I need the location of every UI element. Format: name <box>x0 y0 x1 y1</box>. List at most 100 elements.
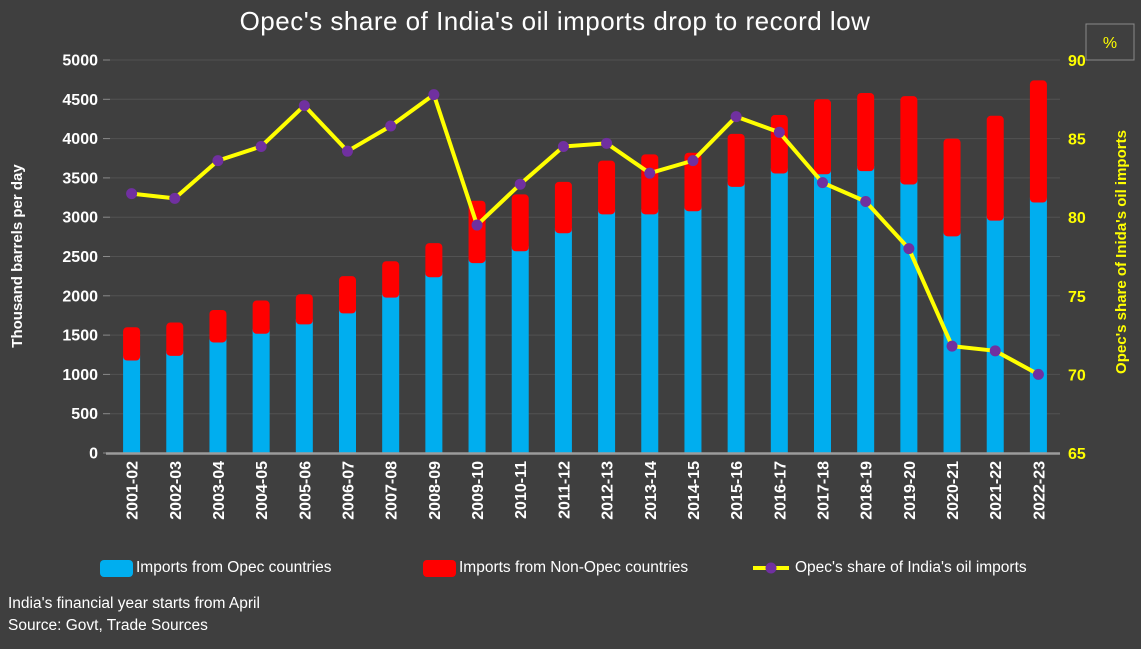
share-marker-2003-04 <box>212 155 224 167</box>
bar-nonopec-2001-02 <box>123 327 141 361</box>
bar-opec-2001-02 <box>123 355 141 453</box>
bar-opec-2012-13 <box>598 209 616 453</box>
legend-item-share: Opec's share of India's oil imports <box>750 556 1027 580</box>
bar-opec-2019-20 <box>900 179 918 454</box>
bar-opec-2011-12 <box>554 228 572 453</box>
bar-nonopec-2014-15 <box>684 152 702 212</box>
bar-nonopec-2011-12 <box>554 181 572 234</box>
x-label-2020-21: 2020-21 <box>945 461 962 520</box>
x-axis-labels: 2001-02 2002-03 2003-04 2004-05 2005-06 2006-… <box>125 461 1049 520</box>
y-left-tick-label-3500: 3500 <box>62 170 98 187</box>
share-line-series <box>126 89 1044 380</box>
bar-nonopec-2012-13 <box>598 160 616 215</box>
bar-opec-2016-17 <box>770 168 788 453</box>
x-label-2017-18: 2017-18 <box>816 461 833 520</box>
share-marker-2008-09 <box>428 89 440 101</box>
share-marker-2019-20 <box>903 243 915 255</box>
y-left-tick-label-4500: 4500 <box>62 92 98 109</box>
bar-nonopec-2013-14 <box>641 154 659 215</box>
legend: Imports from Opec countries Imports from… <box>0 556 1141 582</box>
x-label-2010-11: 2010-11 <box>513 461 530 519</box>
share-marker-2022-23 <box>1032 368 1044 380</box>
y-right-tick-label-70: 70 <box>1068 367 1086 384</box>
x-label-2021-22: 2021-22 <box>988 461 1005 520</box>
legend-label-opec: Imports from Opec countries <box>136 559 332 576</box>
y-left-tick-label-5000: 5000 <box>62 53 98 70</box>
x-label-2016-17: 2016-17 <box>772 461 789 520</box>
bar-nonopec-2007-08 <box>382 261 400 298</box>
x-label-2009-10: 2009-10 <box>470 461 487 520</box>
legend-label-nonopec: Imports from Non-Opec countries <box>459 559 689 576</box>
share-marker-2009-10 <box>471 219 483 231</box>
bar-opec-2022-23 <box>1029 197 1047 453</box>
share-line <box>129 92 1041 377</box>
x-label-2014-15: 2014-15 <box>686 461 703 520</box>
share-line-swatch-icon <box>753 562 789 574</box>
bar-nonopec-2006-07 <box>339 276 356 314</box>
bar-opec-2007-08 <box>382 292 400 453</box>
chart-title: Opec's share of India's oil imports drop… <box>239 6 871 36</box>
y-right-tick-label-80: 80 <box>1068 210 1086 227</box>
share-marker-2012-13 <box>601 137 613 149</box>
footnote-source: Source: Govt, Trade Sources <box>8 617 208 634</box>
share-marker-2006-07 <box>342 145 353 157</box>
bar-opec-2018-19 <box>857 166 875 454</box>
bar-nonopec-2005-06 <box>295 294 313 325</box>
x-label-2002-03: 2002-03 <box>168 461 185 520</box>
right-axis-title: Opec's share of Inida's oil imports <box>1113 130 1130 374</box>
share-marker-2020-21 <box>946 340 958 352</box>
bar-nonopec-2017-18 <box>814 99 831 175</box>
bar-nonopec-2022-23 <box>1029 80 1047 203</box>
y-left-tick-label-0: 0 <box>89 446 98 463</box>
x-label-2003-04: 2003-04 <box>211 461 228 520</box>
y-right-tick-label-75: 75 <box>1068 289 1086 306</box>
share-marker-2001-02 <box>126 188 138 200</box>
share-marker-2011-12 <box>557 140 569 152</box>
bar-nonopec-2010-11 <box>511 194 529 252</box>
share-marker-2004-05 <box>255 140 267 152</box>
legend-item-nonopec: Imports from Non-Opec countries <box>423 556 688 580</box>
bar-opec-2005-06 <box>295 319 313 453</box>
y-left-tick-label-500: 500 <box>71 406 98 423</box>
bar-nonopec-2004-05 <box>252 300 270 334</box>
gridlines <box>110 59 1060 415</box>
share-marker-2016-17 <box>773 126 785 138</box>
y-left-tick-label-3000: 3000 <box>62 210 98 227</box>
left-axis-tick-labels: 0 500 1000 1500 2000 2500 3000 3500 4000 4500 5000 <box>62 53 110 463</box>
bar-opec-2004-05 <box>252 328 270 453</box>
y-right-tick-label-85: 85 <box>1068 132 1086 149</box>
bar-nonopec-2019-20 <box>900 96 918 185</box>
x-label-2005-06: 2005-06 <box>297 461 314 520</box>
share-marker-2018-19 <box>860 195 872 207</box>
y-right-tick-label-65: 65 <box>1068 446 1086 463</box>
bar-nonopec-2002-03 <box>166 322 184 356</box>
share-marker-2005-06 <box>298 100 310 112</box>
x-label-2018-19: 2018-19 <box>859 461 876 520</box>
x-label-2008-09: 2008-09 <box>427 461 444 520</box>
bar-nonopec-2021-22 <box>986 115 1004 221</box>
share-marker-2007-08 <box>385 120 397 132</box>
bar-opec-2013-14 <box>641 209 659 453</box>
bar-opec-2009-10 <box>468 258 486 453</box>
x-label-2015-16: 2015-16 <box>729 461 746 520</box>
stacked-bars <box>123 80 1047 454</box>
bar-opec-2010-11 <box>511 246 529 453</box>
bar-nonopec-2018-19 <box>857 93 875 172</box>
x-label-2001-02: 2001-02 <box>125 461 142 520</box>
nonopec-bar-swatch-icon <box>423 559 456 577</box>
left-axis-title: Thousand barrels per day <box>9 164 26 348</box>
share-marker-2021-22 <box>989 345 1001 357</box>
percent-unit-label: % <box>1103 35 1117 52</box>
bar-opec-2014-15 <box>684 206 702 453</box>
bar-opec-2017-18 <box>814 169 831 453</box>
opec-bar-swatch-icon <box>100 559 133 577</box>
x-label-2006-07: 2006-07 <box>341 461 358 520</box>
bar-nonopec-2008-09 <box>425 243 443 278</box>
y-left-tick-label-2000: 2000 <box>62 288 98 305</box>
bar-nonopec-2003-04 <box>209 309 227 343</box>
x-label-2022-23: 2022-23 <box>1031 461 1048 520</box>
x-label-2013-14: 2013-14 <box>643 461 660 520</box>
y-left-tick-label-4000: 4000 <box>62 131 98 148</box>
bar-nonopec-2015-16 <box>727 133 745 187</box>
